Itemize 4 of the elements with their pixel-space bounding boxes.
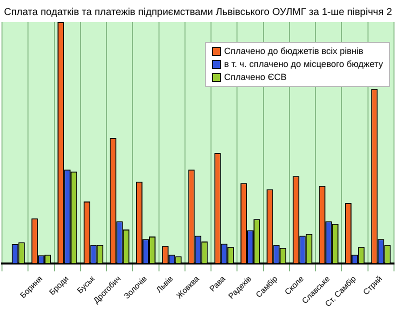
- chart-title: Сплата податків та платежів підприємствами Львівського ОУЛМГ за 1-ше півріччя 2: [4, 6, 392, 18]
- legend-label: в т. ч. сплачено до місцевого бюджету: [224, 58, 383, 71]
- legend-label: Сплачено до бюджетів всіх рівнів: [224, 45, 364, 58]
- legend-label: Сплачено ЄСВ: [224, 71, 287, 84]
